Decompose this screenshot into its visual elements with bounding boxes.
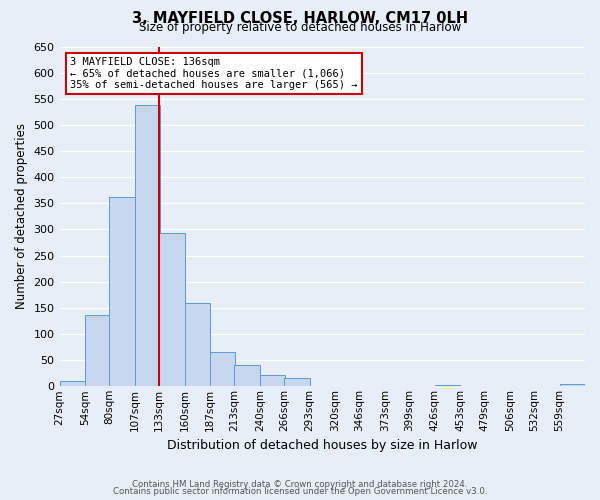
Bar <box>85 315 110 386</box>
Bar <box>185 302 210 386</box>
Bar <box>210 352 235 386</box>
Bar <box>109 196 135 386</box>
Bar <box>260 375 285 386</box>
Text: Contains public sector information licensed under the Open Government Licence v3: Contains public sector information licen… <box>113 487 487 496</box>
Y-axis label: Number of detached properties: Number of detached properties <box>15 124 28 310</box>
Text: Size of property relative to detached houses in Harlow: Size of property relative to detached ho… <box>139 21 461 34</box>
Text: 3 MAYFIELD CLOSE: 136sqm
← 65% of detached houses are smaller (1,066)
35% of sem: 3 MAYFIELD CLOSE: 136sqm ← 65% of detach… <box>70 56 358 90</box>
X-axis label: Distribution of detached houses by size in Harlow: Distribution of detached houses by size … <box>167 440 478 452</box>
Bar <box>284 378 310 386</box>
Bar <box>159 233 185 386</box>
Text: Contains HM Land Registry data © Crown copyright and database right 2024.: Contains HM Land Registry data © Crown c… <box>132 480 468 489</box>
Bar <box>135 105 160 386</box>
Bar <box>434 384 460 386</box>
Text: 3, MAYFIELD CLOSE, HARLOW, CM17 0LH: 3, MAYFIELD CLOSE, HARLOW, CM17 0LH <box>132 11 468 26</box>
Bar <box>560 384 585 386</box>
Bar <box>59 381 85 386</box>
Bar <box>235 366 260 386</box>
